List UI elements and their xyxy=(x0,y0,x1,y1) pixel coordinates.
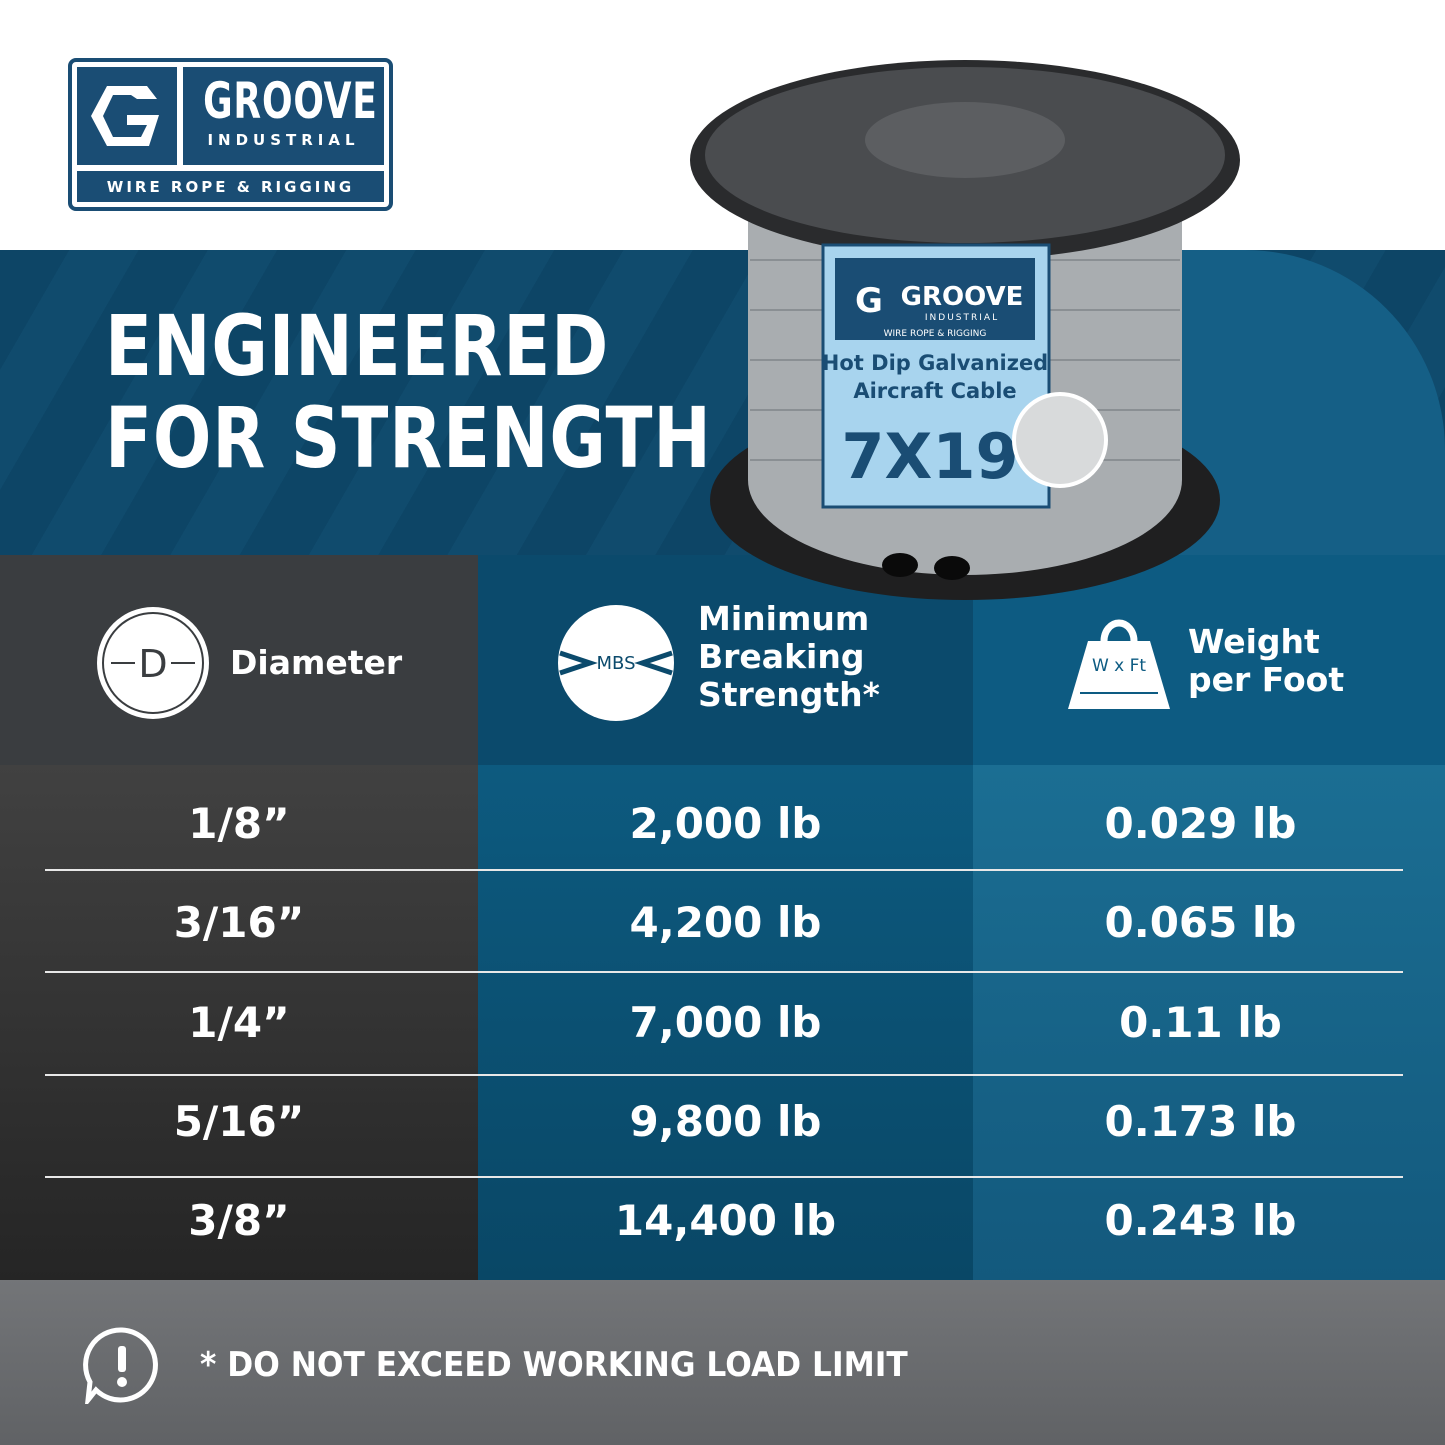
warning-text: * DO NOT EXCEED WORKING LOAD LIMIT xyxy=(200,1345,908,1385)
svg-text:WIRE ROPE & RIGGING: WIRE ROPE & RIGGING xyxy=(884,329,987,339)
brand-name: GROOVE xyxy=(203,72,378,130)
headline-line1: ENGINEERED xyxy=(105,297,610,395)
svg-text:Hot Dip Galvanized: Hot Dip Galvanized xyxy=(822,351,1048,375)
svg-text:7X19: 7X19 xyxy=(841,420,1018,493)
brand-tagline: WIRE ROPE & RIGGING xyxy=(77,171,384,202)
diameter-label: Diameter xyxy=(230,643,403,682)
svg-text:W x Ft: W x Ft xyxy=(1092,656,1146,676)
header-diameter: D Diameter xyxy=(0,555,478,765)
svg-text:G: G xyxy=(855,281,883,321)
weight-icon: W x Ft xyxy=(1068,619,1170,709)
svg-text:GROOVE: GROOVE xyxy=(901,282,1024,312)
column-diameter xyxy=(0,765,478,1280)
headline: ENGINEERED FOR STRENGTH xyxy=(105,300,712,484)
weight-label: Weight per Foot xyxy=(1188,622,1345,699)
svg-text:MBS: MBS xyxy=(597,653,636,674)
brand-sub: INDUSTRIAL xyxy=(207,131,360,149)
mbs-icon: MBS xyxy=(558,605,674,721)
g-logo-icon xyxy=(77,67,177,165)
column-weight xyxy=(973,765,1445,1280)
diameter-icon: D xyxy=(97,607,209,719)
svg-text:D: D xyxy=(138,642,167,686)
cable-spool-image: G GROOVE INDUSTRIAL WIRE ROPE & RIGGING … xyxy=(690,60,1240,600)
svg-text:Aircraft Cable: Aircraft Cable xyxy=(853,379,1016,403)
mbs-label: Minimum Breaking Strength* xyxy=(698,599,880,714)
footer xyxy=(0,1280,1445,1445)
brand-logo: GROOVE INDUSTRIAL WIRE ROPE & RIGGING xyxy=(68,58,393,211)
headline-line2: FOR STRENGTH xyxy=(105,389,712,487)
svg-text:INDUSTRIAL: INDUSTRIAL xyxy=(925,313,999,323)
column-mbs xyxy=(478,765,973,1280)
alert-speech-icon xyxy=(83,1327,158,1404)
